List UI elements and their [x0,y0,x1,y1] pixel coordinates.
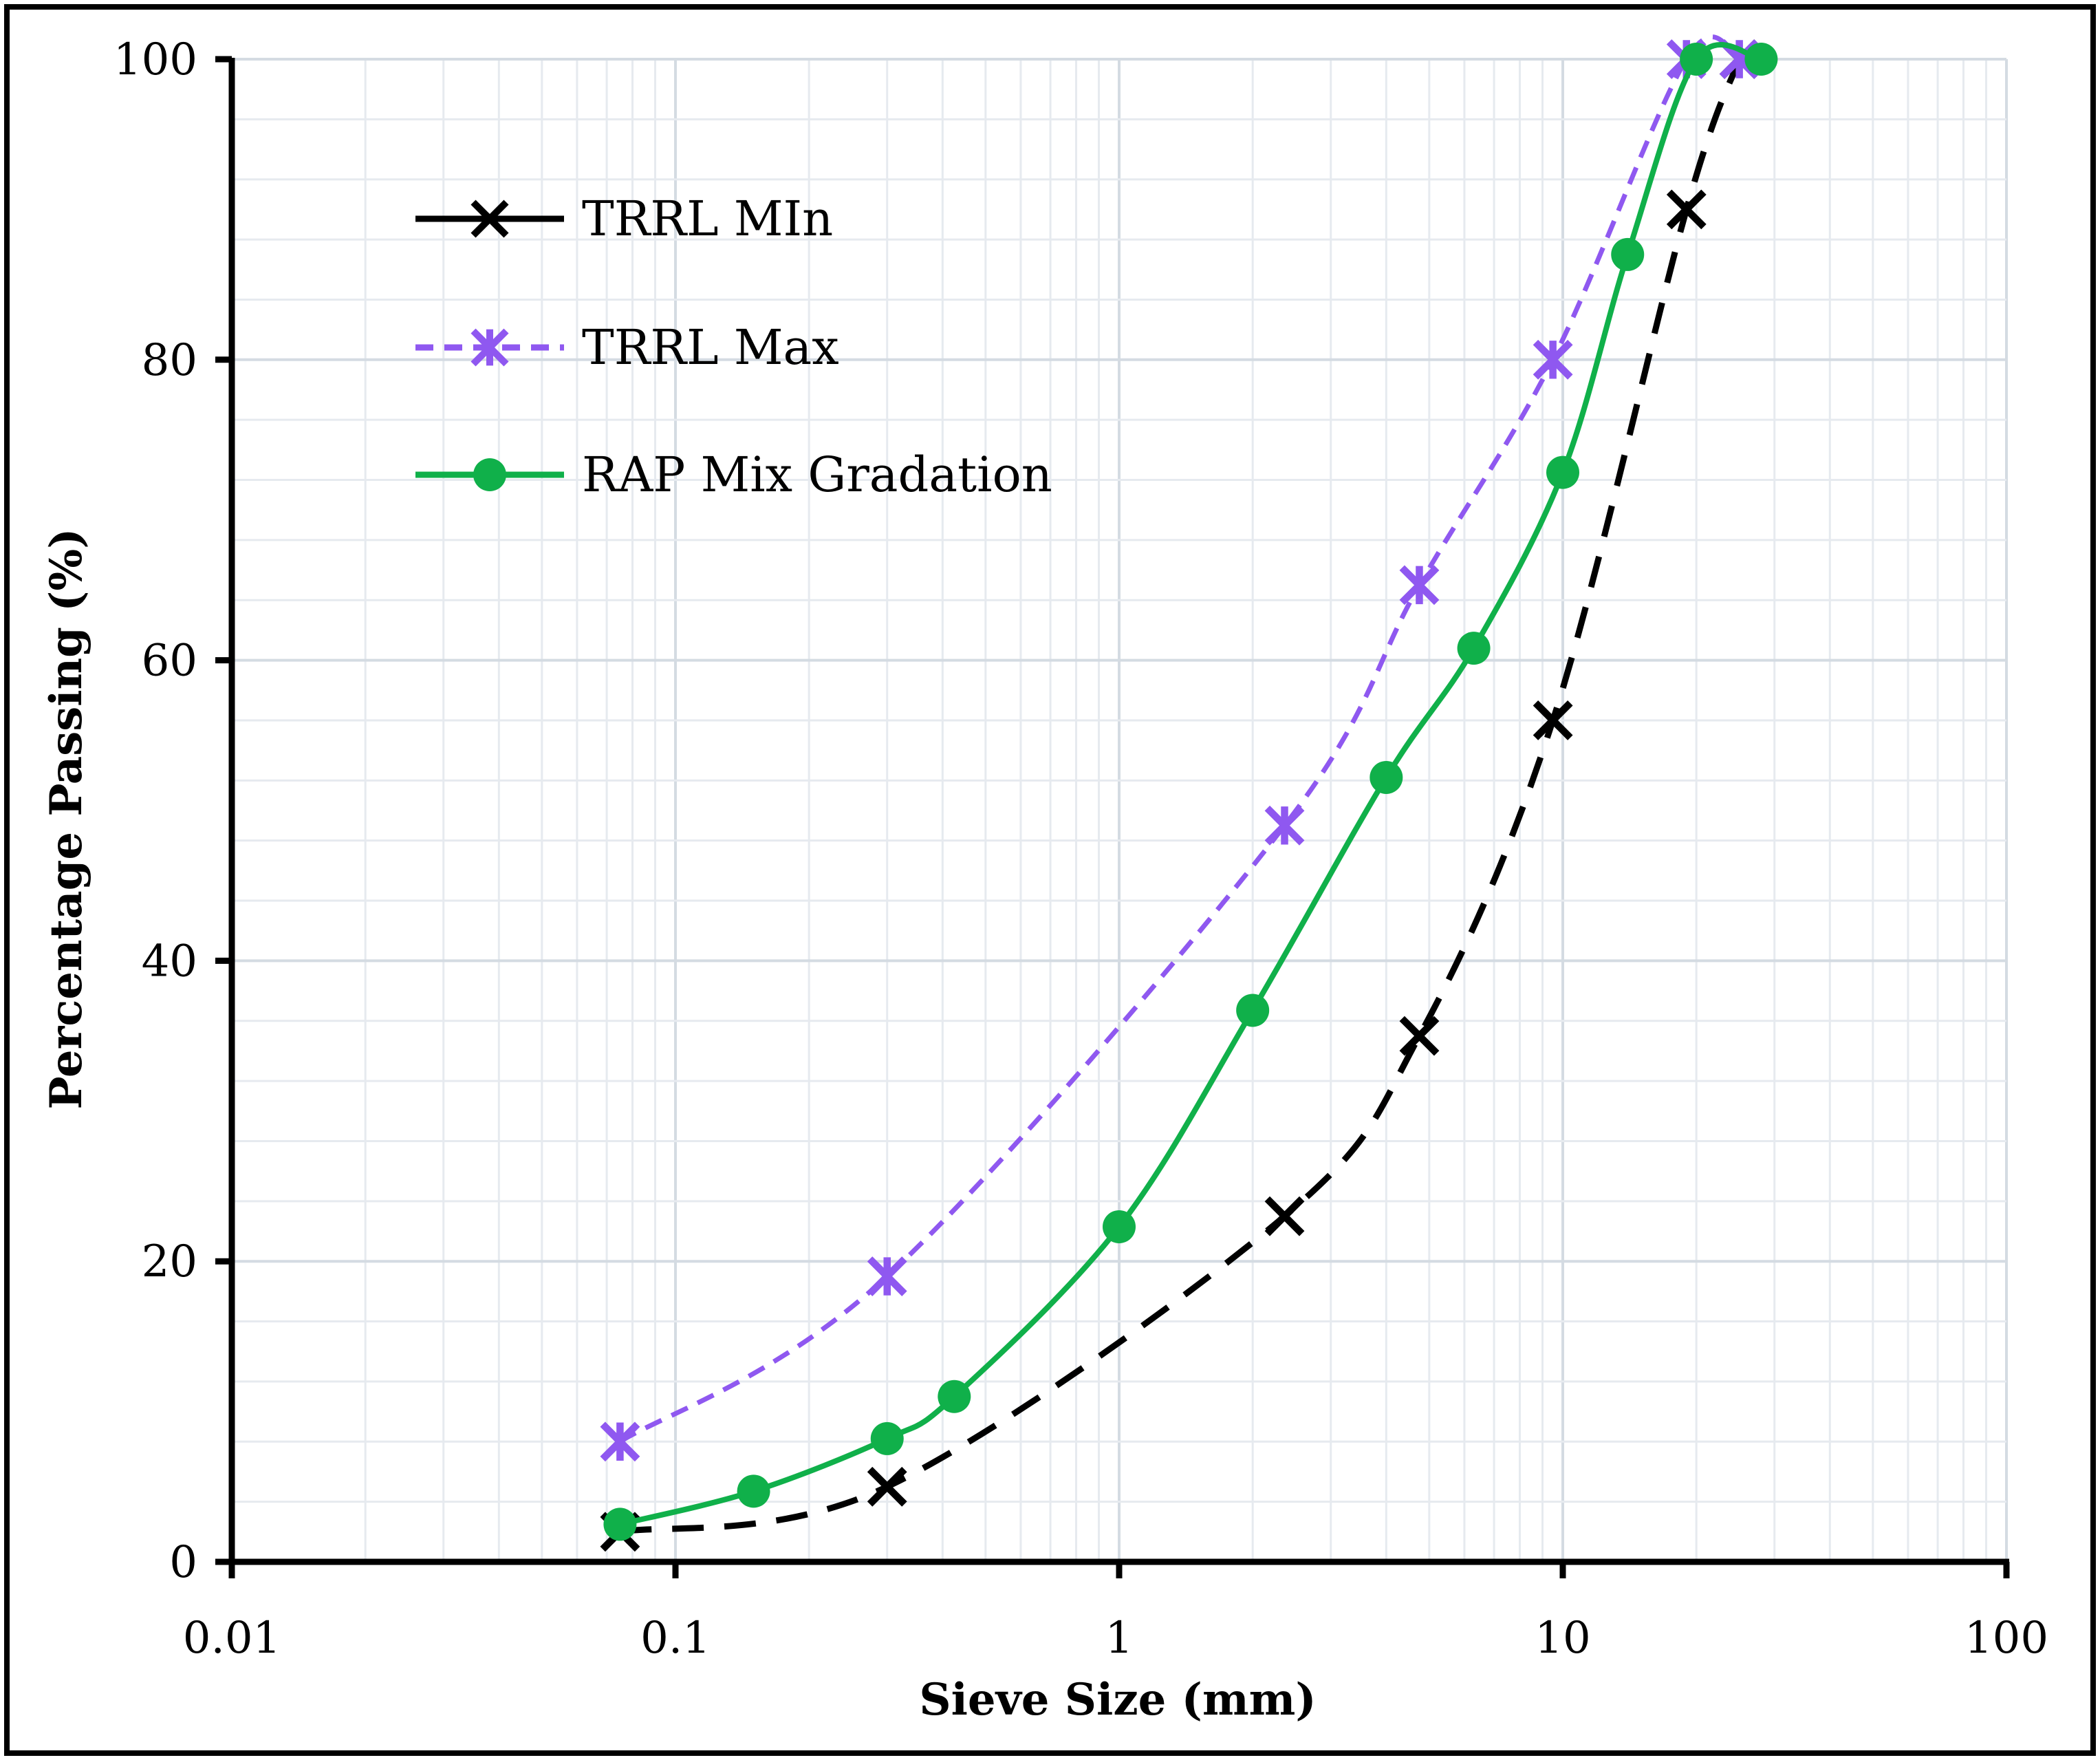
data-point-marker [938,1380,971,1413]
data-point-marker [1399,1016,1440,1056]
y-tick-label: 40 [142,936,197,987]
data-point-marker [1457,632,1491,665]
y-tick-label: 0 [169,1537,197,1588]
legend-item: TRRL MIn [415,191,833,247]
data-point-marker-stroke [1399,1016,1440,1056]
data-point-marker [1744,43,1778,76]
tick-layer: 0 20 40 60 80 100 0.01 0.1 1 10 100 [113,34,2048,1664]
y-axis-title: Percentage Passing (%) [41,528,92,1109]
legend-item: RAP Mix Gradation [415,447,1052,503]
data-point-marker [1533,339,1573,380]
data-point-marker [1236,994,1270,1027]
y-tick-label: 20 [142,1236,197,1287]
data-point-marker [603,1507,637,1541]
data-point-marker-stroke [1666,189,1707,230]
legend-item: TRRL Max [415,319,839,376]
data-point-marker [1370,760,1403,794]
data-point-marker [1680,43,1713,76]
legend-marker-stroke [470,200,509,238]
x-axis-title: Sieve Size (mm) [919,1674,1316,1726]
x-tick-label: 0.01 [183,1613,281,1664]
data-point-marker [737,1474,770,1508]
data-point-marker [1611,237,1645,271]
x-tick-label: 1 [1105,1613,1134,1664]
legend-label: TRRL MIn [582,191,833,247]
data-point-marker [1399,565,1440,605]
x-tick-label: 100 [1964,1613,2048,1664]
data-point-marker [1103,1210,1136,1243]
y-tick-label: 60 [142,636,197,687]
data-point-marker [1666,189,1707,230]
data-point-marker [867,1256,907,1296]
data-point-marker [1264,1196,1305,1236]
data-point-marker-stroke [1264,1196,1305,1236]
data-point-marker [870,1421,904,1455]
data-point-marker-stroke [1533,700,1573,740]
x-tick-label: 0.1 [640,1613,711,1664]
data-point-marker [600,1421,640,1462]
data-point-marker [867,1466,907,1507]
legend-label: RAP Mix Gradation [582,447,1052,503]
legend-marker [473,458,506,491]
data-point-marker [1264,805,1305,846]
series-line [618,34,1740,1444]
legend-label: TRRL Max [582,319,839,376]
legend-marker [470,328,509,367]
x-tick-label: 10 [1535,1613,1590,1664]
legend: TRRL MIn TRRL Max RAP Mix Gradation [415,191,1052,503]
legend-marker [470,200,509,238]
data-point-marker-stroke [867,1466,907,1507]
y-tick-label: 100 [113,34,197,85]
series-3 [603,41,1778,1541]
data-point-marker [1533,700,1573,740]
y-tick-label: 80 [142,335,197,386]
data-point-marker [1546,455,1579,489]
series-layer [600,34,1778,1552]
